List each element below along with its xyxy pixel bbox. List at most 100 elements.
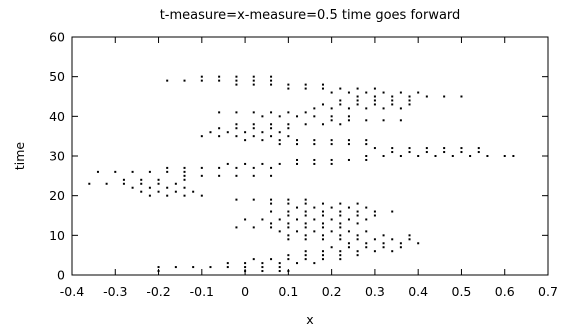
- data-point: [365, 218, 368, 221]
- data-point: [347, 139, 350, 142]
- data-point: [373, 99, 376, 102]
- data-point: [339, 99, 342, 102]
- data-point: [296, 230, 299, 233]
- data-point: [304, 83, 307, 86]
- data-point: [477, 151, 480, 154]
- data-point: [339, 234, 342, 237]
- data-point: [287, 123, 290, 126]
- data-point: [278, 270, 281, 273]
- data-point: [218, 166, 221, 169]
- data-point: [330, 218, 333, 221]
- data-point: [287, 222, 290, 225]
- axis-tick-labels: -0.4 -0.3 -0.2 -0.1 0 0.1 0.2 0.3 0.4 0.5 0.6 0.7 0 1…: [49, 30, 558, 300]
- data-point: [382, 119, 385, 122]
- data-point: [347, 242, 350, 245]
- data-point: [235, 123, 238, 126]
- data-point: [460, 151, 463, 154]
- data-point: [304, 111, 307, 114]
- data-point: [226, 131, 229, 134]
- data-point: [399, 155, 402, 157]
- data-point: [304, 258, 307, 261]
- data-point: [356, 234, 359, 237]
- data-point: [313, 162, 316, 165]
- data-point: [391, 151, 394, 154]
- data-point: [356, 99, 359, 102]
- data-point: [304, 87, 307, 90]
- x-tick-label: 0.2: [322, 284, 342, 299]
- data-point: [330, 158, 333, 161]
- data-point: [399, 91, 402, 94]
- data-point: [339, 250, 342, 253]
- data-point: [244, 131, 247, 134]
- data-point: [252, 79, 255, 82]
- data-point: [321, 210, 324, 213]
- data-point: [287, 83, 290, 86]
- data-point: [304, 226, 307, 229]
- data-point: [140, 190, 143, 193]
- data-point: [287, 234, 290, 237]
- x-tick-label: 0.1: [278, 284, 298, 299]
- data-point: [304, 214, 307, 217]
- data-point: [339, 87, 342, 90]
- data-point: [399, 107, 402, 110]
- data-point: [200, 194, 203, 197]
- data-point: [270, 210, 273, 213]
- data-point: [278, 139, 281, 142]
- data-point: [287, 254, 290, 257]
- data-point: [391, 147, 394, 150]
- x-tick-label: 0: [241, 284, 249, 299]
- data-point: [278, 143, 281, 146]
- data-point: [183, 178, 186, 181]
- data-point: [382, 155, 385, 157]
- data-point: [373, 210, 376, 213]
- data-point: [261, 262, 264, 265]
- data-point: [287, 226, 290, 229]
- data-point: [339, 103, 342, 106]
- data-point: [347, 91, 350, 94]
- data-point: [356, 214, 359, 217]
- data-point: [425, 151, 428, 154]
- data-point: [347, 246, 350, 249]
- data-point: [218, 174, 221, 177]
- data-point: [382, 234, 385, 237]
- data-point: [356, 87, 359, 90]
- data-point: [270, 174, 273, 177]
- data-point: [477, 147, 480, 150]
- data-point: [122, 178, 125, 181]
- data-point: [244, 139, 247, 142]
- data-point: [408, 103, 411, 106]
- data-point: [365, 107, 368, 110]
- data-point: [330, 206, 333, 209]
- data-point: [261, 266, 264, 269]
- data-point: [356, 238, 359, 241]
- data-point: [321, 222, 324, 225]
- data-point: [408, 95, 411, 98]
- data-point: [226, 162, 229, 165]
- data-point: [304, 222, 307, 225]
- data-point: [321, 83, 324, 86]
- data-point: [261, 115, 264, 118]
- data-point: [347, 230, 350, 233]
- data-point: [235, 127, 238, 130]
- data-point: [356, 254, 359, 257]
- data-point: [200, 166, 203, 169]
- data-point: [296, 143, 299, 146]
- data-point: [174, 190, 177, 193]
- data-point: [252, 166, 255, 169]
- data-point: [330, 119, 333, 122]
- data-point: [330, 162, 333, 165]
- data-point: [270, 198, 273, 201]
- data-point: [313, 143, 316, 146]
- data-point: [235, 83, 238, 86]
- data-point: [408, 234, 411, 237]
- data-point: [373, 214, 376, 217]
- data-point: [330, 91, 333, 94]
- data-point: [287, 258, 290, 261]
- data-point: [304, 210, 307, 213]
- data-point: [373, 87, 376, 90]
- data-points: [88, 75, 515, 273]
- data-point: [460, 95, 463, 98]
- data-point: [321, 234, 324, 237]
- data-point: [235, 174, 238, 177]
